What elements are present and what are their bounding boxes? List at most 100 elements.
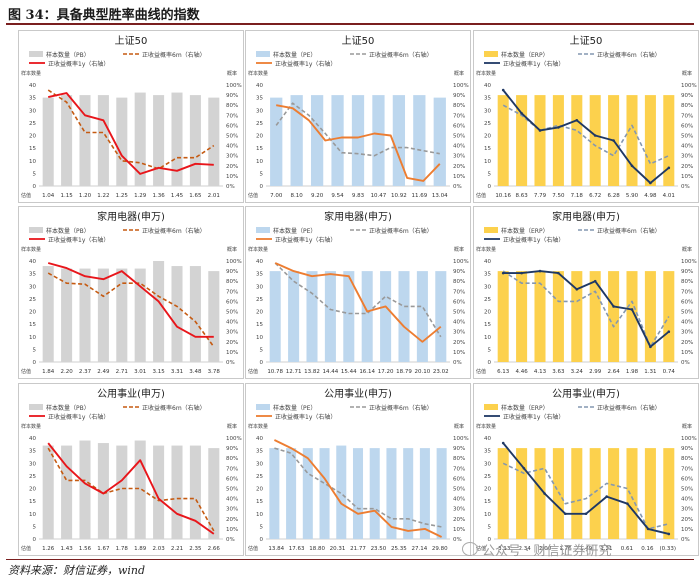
- x-tick-label: 4.98: [644, 193, 657, 199]
- right-tick-label: 60%: [681, 123, 693, 129]
- right-tick-label: 60%: [226, 299, 238, 305]
- x-tick-label: 7.00: [270, 193, 283, 199]
- legend-line-label: 正收益概率1y（右轴）: [275, 60, 336, 68]
- x-tick-label: 20.10: [415, 369, 431, 375]
- x-tick-label: 2.34: [519, 546, 532, 552]
- right-tick-label: 0%: [681, 537, 690, 543]
- bar: [552, 271, 564, 362]
- legend-line-label: 正收益概率1y（右轴）: [503, 60, 564, 68]
- bar: [42, 266, 54, 362]
- right-tick-label: 90%: [681, 269, 693, 275]
- bar: [380, 271, 392, 362]
- right-tick-label: 90%: [453, 269, 465, 275]
- x-tick-label: 1.43: [60, 546, 73, 552]
- left-tick-label: 0: [33, 537, 37, 543]
- right-tick-label: 50%: [226, 310, 238, 316]
- line-point: [593, 279, 597, 283]
- x-tick-label: 1.45: [171, 193, 184, 199]
- bar: [552, 95, 564, 186]
- right-tick-label: 100%: [226, 83, 242, 89]
- x-tick-label: 1.49: [580, 546, 593, 552]
- source-note: 资料来源：财信证券，wind: [8, 564, 146, 577]
- right-tick-label: 60%: [453, 299, 465, 305]
- x-tick-label: 9.54: [331, 193, 344, 199]
- chart-svg: 公用事业(申万) 样本数量（PB） 正收益概率6m（右轴） 正收益概率1y（右轴） 样本…: [21, 387, 242, 552]
- right-tick-label: 90%: [226, 93, 238, 99]
- legend-bar-swatch: [484, 51, 498, 57]
- right-tick-label: 80%: [681, 103, 693, 109]
- left-tick-label: 20: [29, 487, 36, 493]
- legend-dash-label: 正收益概率6m（右轴）: [369, 404, 433, 412]
- left-tick-label: 40: [29, 83, 36, 89]
- watermark: 公众号 · 财信证券研究: [462, 540, 611, 559]
- legend-line-label: 正收益概率1y（右轴）: [503, 236, 564, 244]
- x-tick-label: 2.01: [208, 193, 220, 199]
- right-tick-label: 60%: [226, 476, 238, 482]
- chart-panel-2: 上证50 样本数量（PE） 正收益概率6m（右轴） 正收益概率1y（右轴） 样本数量 概率…: [245, 30, 471, 203]
- series-1y-line: [503, 270, 670, 348]
- chart-panel-9: 公用事业(申万) 样本数量（ERP） 正收益概率6m（右轴） 正收益概率1y（右轴） 样…: [473, 383, 699, 556]
- x-tick-label: 6.13: [497, 369, 510, 375]
- chart-svg: 家用电器(申万)样本数量（ERP） 正收益概率6m（右轴） 正收益概率1y（右轴） 样…: [476, 210, 697, 375]
- x-tick-label: 1.98: [626, 369, 639, 375]
- left-tick-label: 35: [256, 272, 263, 278]
- x-tick-label: 3.13: [498, 546, 511, 552]
- bar: [42, 445, 54, 539]
- right-tick-label: 50%: [681, 134, 693, 140]
- x-tick-label: 6.72: [589, 193, 601, 199]
- bar: [319, 448, 330, 539]
- right-tick-label: 90%: [453, 93, 465, 99]
- bar: [497, 448, 509, 539]
- x-tick-label: 3.63: [552, 369, 565, 375]
- legend-dash-label: 正收益概率6m（右轴）: [597, 227, 661, 235]
- chart-panel-8: 公用事业(申万) 样本数量（PE） 正收益概率6m（右轴） 正收益概率1y（右轴） 样本…: [245, 383, 471, 556]
- line-point: [543, 492, 546, 495]
- left-tick-label: 10: [29, 512, 36, 518]
- bar: [626, 95, 638, 186]
- left-tick-label: 35: [256, 96, 263, 102]
- line-point: [612, 139, 615, 142]
- left-tick-label: 40: [484, 436, 491, 442]
- right-tick-label: 10%: [681, 350, 693, 356]
- bar: [571, 95, 583, 186]
- left-tick-label: 10: [256, 512, 263, 518]
- x-tick-label: 13.84: [268, 546, 284, 552]
- chart-title: 上证50: [570, 35, 603, 47]
- right-tick-label: 10%: [226, 527, 238, 533]
- legend-bar-label: 样本数量（PE）: [273, 227, 316, 235]
- left-axis-title: 样本数量: [476, 70, 496, 77]
- x-tick-label: 11.69: [411, 193, 427, 199]
- right-tick-label: 40%: [681, 497, 693, 503]
- line-point: [522, 467, 526, 470]
- bar: [608, 448, 620, 539]
- bar: [153, 261, 165, 362]
- right-tick-label: 30%: [453, 154, 465, 160]
- bar: [269, 271, 281, 362]
- bar: [433, 97, 446, 186]
- x-tick-label: 8.63: [515, 193, 528, 199]
- figure-title: 图 34：具备典型胜率曲线的指数: [8, 8, 200, 23]
- x-tick-label: 29.80: [432, 546, 448, 552]
- legend-line-label: 正收益概率1y（右轴）: [275, 236, 336, 244]
- right-tick-label: 100%: [453, 436, 469, 442]
- legend-line-label: 正收益概率1y（右轴）: [503, 413, 564, 421]
- bar: [589, 271, 601, 362]
- right-tick-label: 100%: [453, 83, 469, 89]
- chart-title: 公用事业(申万): [552, 387, 620, 400]
- left-tick-label: 0: [33, 184, 37, 190]
- left-tick-label: 15: [29, 322, 36, 328]
- right-tick-label: 10%: [226, 350, 238, 356]
- right-tick-label: 80%: [453, 103, 465, 109]
- bar: [189, 445, 201, 539]
- bar: [516, 448, 528, 539]
- left-tick-label: 25: [29, 121, 36, 127]
- bar: [571, 448, 583, 539]
- left-tick-label: 20: [29, 134, 36, 140]
- bar: [171, 92, 183, 186]
- x-tick-label: 2.64: [607, 369, 620, 375]
- series-6m-line: [47, 447, 215, 532]
- legend-bar-swatch: [256, 227, 270, 233]
- line-point: [520, 271, 523, 275]
- bar: [310, 95, 324, 186]
- left-tick-label: 5: [488, 524, 492, 530]
